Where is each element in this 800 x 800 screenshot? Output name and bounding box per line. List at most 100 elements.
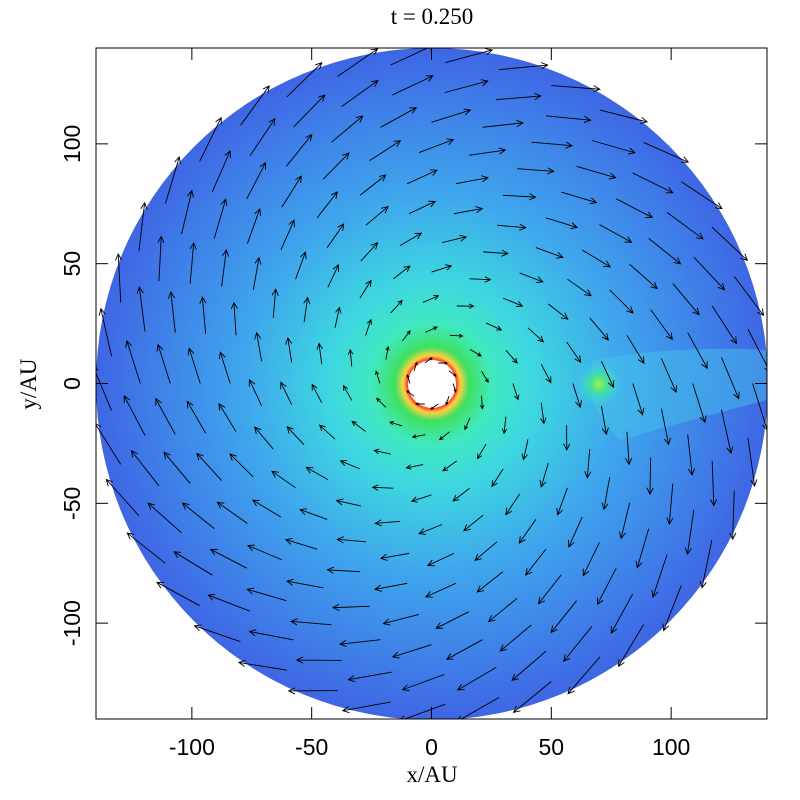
velocity-arrow: [632, 383, 645, 416]
velocity-arrow: [331, 115, 364, 143]
velocity-arrow: [422, 295, 440, 303]
velocity-arrow: [599, 224, 633, 243]
x-tick-label: 0: [425, 734, 438, 760]
velocity-arrow: [648, 238, 682, 265]
velocity-arrow: [531, 141, 574, 149]
velocity-arrow: [186, 400, 207, 434]
velocity-arrow: [643, 142, 690, 163]
planet: [577, 362, 621, 406]
velocity-arrow: [410, 494, 432, 503]
velocity-arrow: [502, 193, 537, 201]
velocity-arrow: [165, 156, 181, 204]
velocity-arrow: [485, 322, 503, 331]
velocity-arrow: [254, 426, 274, 450]
velocity-arrow: [331, 603, 370, 611]
velocity-arrow: [199, 116, 222, 162]
velocity-arrow: [496, 92, 542, 101]
velocity-arrow: [601, 476, 611, 511]
velocity-arrow: [600, 360, 615, 389]
velocity-arrow: [351, 420, 366, 432]
velocity-arrow: [666, 211, 704, 240]
velocity-arrow: [548, 303, 569, 320]
velocity-arrow: [505, 350, 518, 364]
velocity-arrow: [376, 397, 387, 408]
velocity-arrow: [692, 383, 707, 424]
density-map: [96, 48, 767, 719]
velocity-arrow: [252, 256, 262, 291]
velocity-arrow: [609, 289, 634, 314]
y-tick-label: -100: [59, 600, 85, 646]
velocity-arrow: [240, 85, 270, 126]
velocity-arrow: [596, 567, 617, 606]
velocity-arrow: [248, 378, 263, 407]
velocity-arrow: [181, 189, 194, 235]
velocity-arrow: [246, 161, 267, 200]
velocity-arrow: [347, 348, 354, 367]
velocity-arrow: [293, 94, 326, 128]
velocity-arrow: [286, 133, 313, 167]
velocity-arrow: [136, 286, 146, 332]
velocity-arrow: [105, 478, 140, 517]
velocity-arrow: [567, 656, 601, 695]
velocity-arrow: [216, 501, 248, 524]
velocity-arrow: [441, 234, 468, 243]
velocity-arrow: [295, 251, 307, 280]
velocity-arrow: [335, 498, 361, 507]
velocity-arrow: [334, 306, 342, 328]
velocity-arrow: [662, 585, 682, 632]
velocity-arrow: [502, 297, 524, 307]
velocity-arrow: [168, 291, 176, 333]
velocity-arrow: [380, 107, 418, 128]
velocity-arrow: [341, 80, 379, 107]
velocity-arrow: [343, 384, 353, 401]
velocity-arrow: [512, 383, 520, 401]
velocity-arrow: [491, 468, 504, 488]
velocity-arrow: [449, 333, 464, 338]
velocity-arrow: [359, 279, 372, 299]
velocity-arrow: [710, 460, 718, 507]
velocity-arrow: [444, 79, 489, 94]
velocity-arrow: [230, 301, 238, 336]
velocity-arrow: [374, 582, 408, 592]
velocity-arrow: [452, 487, 470, 502]
velocity-arrow: [672, 283, 700, 316]
velocity-arrow: [418, 138, 455, 154]
velocity-arrow: [339, 460, 361, 470]
velocity-arrow: [339, 639, 381, 647]
velocity-arrow: [650, 309, 673, 341]
velocity-arrow: [646, 457, 654, 496]
velocity-arrow: [375, 370, 381, 384]
velocity-arrow: [189, 241, 197, 284]
velocity-arrow: [147, 502, 182, 534]
velocity-arrow: [635, 528, 650, 569]
velocity-arrow: [237, 659, 288, 671]
velocity-arrow: [517, 167, 555, 175]
velocity-arrow: [359, 174, 387, 196]
velocity-arrow: [476, 443, 487, 460]
velocity-arrow: [389, 421, 403, 427]
velocity-arrow: [563, 425, 571, 451]
velocity-arrow: [497, 223, 527, 231]
velocity-arrow: [581, 249, 612, 268]
velocity-arrow: [156, 343, 171, 384]
velocity-arrow: [455, 175, 489, 185]
inner-hole: [408, 360, 456, 408]
velocity-arrow: [711, 305, 738, 345]
velocity-arrow: [425, 582, 456, 598]
velocity-arrow: [337, 48, 379, 77]
velocity-arrow: [468, 147, 507, 156]
velocity-arrow: [752, 383, 767, 431]
velocity-arrow: [457, 697, 500, 719]
velocity-arrow: [399, 232, 423, 247]
velocity-arrow: [393, 265, 411, 280]
velocity-arrow: [281, 175, 302, 208]
velocity-arrow: [246, 587, 287, 602]
velocity-arrow: [582, 542, 600, 577]
velocity-arrow: [365, 206, 389, 226]
velocity-arrow: [445, 396, 450, 406]
velocity-arrow: [400, 703, 446, 719]
velocity-arrow: [430, 403, 439, 410]
velocity-arrow: [248, 629, 294, 641]
velocity-arrow: [289, 618, 332, 626]
